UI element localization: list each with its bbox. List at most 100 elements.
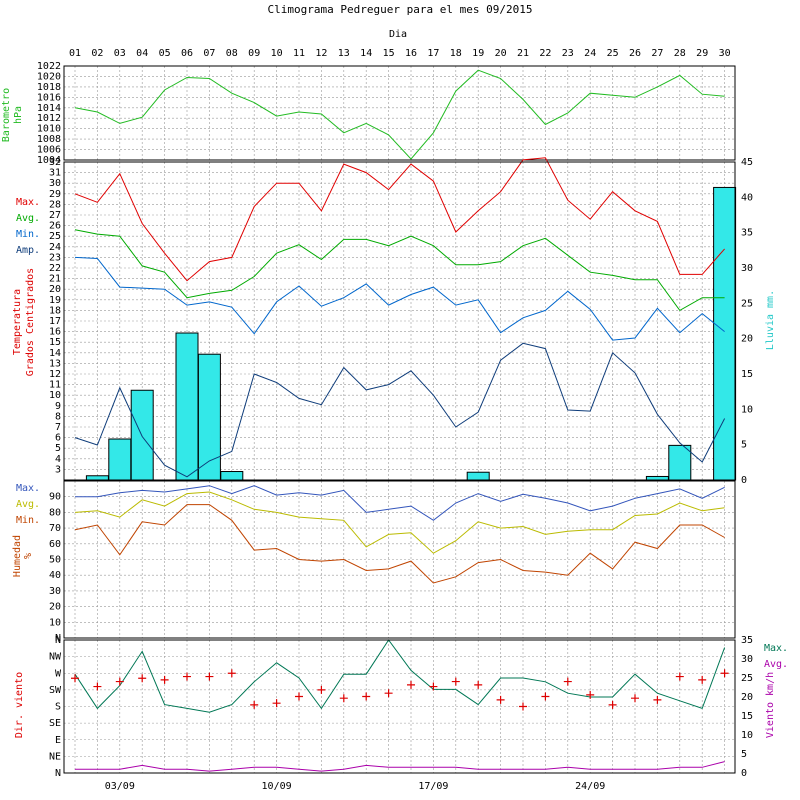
legend-temp-avg: Avg. (16, 213, 40, 224)
pres-tick-label: 1006 (37, 145, 61, 156)
day-tick-label: 13 (338, 48, 350, 59)
day-tick-label: 17 (427, 48, 439, 59)
bottom-date-label: 03/09 (105, 781, 135, 792)
temp-tick-label: 23 (49, 252, 61, 263)
day-tick-label: 21 (517, 48, 529, 59)
temp-max-line (74, 157, 725, 282)
temp-tick-label: 28 (49, 199, 61, 210)
wdir-tick-label: SE (49, 718, 61, 729)
legend-hum-max: Max. (16, 483, 40, 494)
wind-dir-marker (295, 692, 303, 701)
hum-tick-label: 20 (49, 602, 61, 613)
rain-bar (668, 444, 692, 481)
hum-min-line (74, 504, 725, 584)
temp-tick-label: 9 (55, 401, 61, 412)
rain-tick-label: 40 (741, 192, 753, 203)
wdir-tick-label: W (55, 668, 62, 679)
temp-tick-label: 21 (49, 274, 61, 285)
wspd-tick-label: 20 (741, 692, 753, 703)
wind-dir-marker (541, 692, 550, 701)
wind-dir-marker (93, 682, 102, 691)
wind-dir-marker (183, 672, 191, 681)
wind-dir-marker (362, 692, 371, 701)
day-tick-label: 05 (159, 48, 171, 59)
legend-wind-max: Max. (764, 643, 788, 654)
wind-dir-marker (227, 669, 236, 678)
bottom-date-label: 10/09 (262, 781, 292, 792)
wdir-tick-label: SW (49, 685, 62, 696)
wind-dir-marker (205, 672, 214, 681)
temp-tick-label: 20 (49, 284, 61, 295)
day-tick-label: 20 (495, 48, 507, 59)
wind-dir-marker (272, 699, 281, 708)
day-tick-label: 24 (584, 48, 596, 59)
wind-dir-marker (339, 694, 348, 703)
pres-tick-label: 1022 (37, 61, 61, 72)
rain-bar (466, 471, 490, 481)
day-tick-label: 16 (405, 48, 417, 59)
day-tick-label: 27 (651, 48, 663, 59)
day-tick-label: 22 (539, 48, 551, 59)
wind-dir-marker (586, 690, 595, 699)
temp-tick-label: 15 (49, 337, 61, 348)
hum-ylabel-1: Humedad (12, 535, 23, 577)
wind-dir-marker (631, 694, 639, 703)
wind-dir-marker (496, 695, 505, 704)
legend-temp-max: Max. (16, 197, 40, 208)
temp-tick-label: 31 (49, 168, 61, 179)
rain-tick-label: 5 (741, 440, 747, 451)
wind-frame (63, 639, 736, 774)
temp-min-line (74, 256, 725, 341)
rain-bar (130, 389, 154, 481)
temp-tick-label: 12 (49, 369, 61, 380)
wind-dir-marker (384, 689, 393, 698)
rain-tick-label: 15 (741, 369, 753, 380)
rain-tick-label: 20 (741, 334, 753, 345)
hum-tick-label: 80 (49, 507, 61, 518)
day-tick-label: 29 (696, 48, 708, 59)
legend-temp-amp: Amp. (16, 245, 40, 256)
temp-tick-label: 32 (49, 157, 61, 168)
day-tick-label: 19 (472, 48, 484, 59)
day-tick-label: 04 (136, 48, 148, 59)
day-tick-label: 30 (719, 48, 731, 59)
hum-avg-line (74, 491, 725, 554)
pres-tick-label: 1012 (37, 113, 61, 124)
wind-dir-marker (563, 677, 572, 686)
wind-max-line (74, 639, 726, 713)
wdir-ylabel: Dir. viento (14, 672, 25, 738)
day-tick-label: 08 (226, 48, 238, 59)
rain-bar (108, 438, 132, 481)
day-tick-label: 06 (181, 48, 193, 59)
hum-max-line (75, 485, 725, 521)
pres-tick-label: 1010 (37, 124, 61, 135)
temp-tick-label: 14 (49, 348, 61, 359)
temp-ylabel-1: Temperatura (12, 289, 23, 355)
day-tick-label: 26 (629, 48, 641, 59)
bottom-date-label: 17/09 (418, 781, 448, 792)
wspd-tick-label: 30 (741, 654, 753, 665)
temp-tick-label: 8 (55, 411, 61, 422)
day-tick-label: 23 (562, 48, 574, 59)
rain-tick-label: 10 (741, 404, 753, 415)
hum-tick-label: 70 (49, 523, 61, 534)
wdir-tick-label: N (55, 768, 61, 779)
legend-wind-avg: Avg. (764, 659, 788, 670)
wind-dir-marker (160, 675, 169, 684)
day-tick-label: 28 (674, 48, 686, 59)
pres-frame (63, 65, 736, 161)
hum-tick-label: 90 (49, 492, 61, 503)
rain-tick-label: 0 (741, 475, 747, 486)
bottom-date-label: 24/09 (575, 781, 605, 792)
day-tick-label: 18 (450, 48, 462, 59)
rain-bar (85, 475, 109, 481)
wind-dir-marker (138, 674, 147, 683)
temp-ylabel-2: Grados Centigrados (25, 268, 36, 376)
pres-ylabel-2: hPa (13, 106, 24, 124)
pres-tick-label: 1020 (37, 71, 61, 82)
day-tick-label: 03 (114, 48, 126, 59)
wdir-tick-label: NE (49, 751, 61, 762)
day-tick-label: 10 (271, 48, 283, 59)
rain-bar (175, 332, 199, 481)
wspd-tick-label: 5 (741, 749, 747, 760)
